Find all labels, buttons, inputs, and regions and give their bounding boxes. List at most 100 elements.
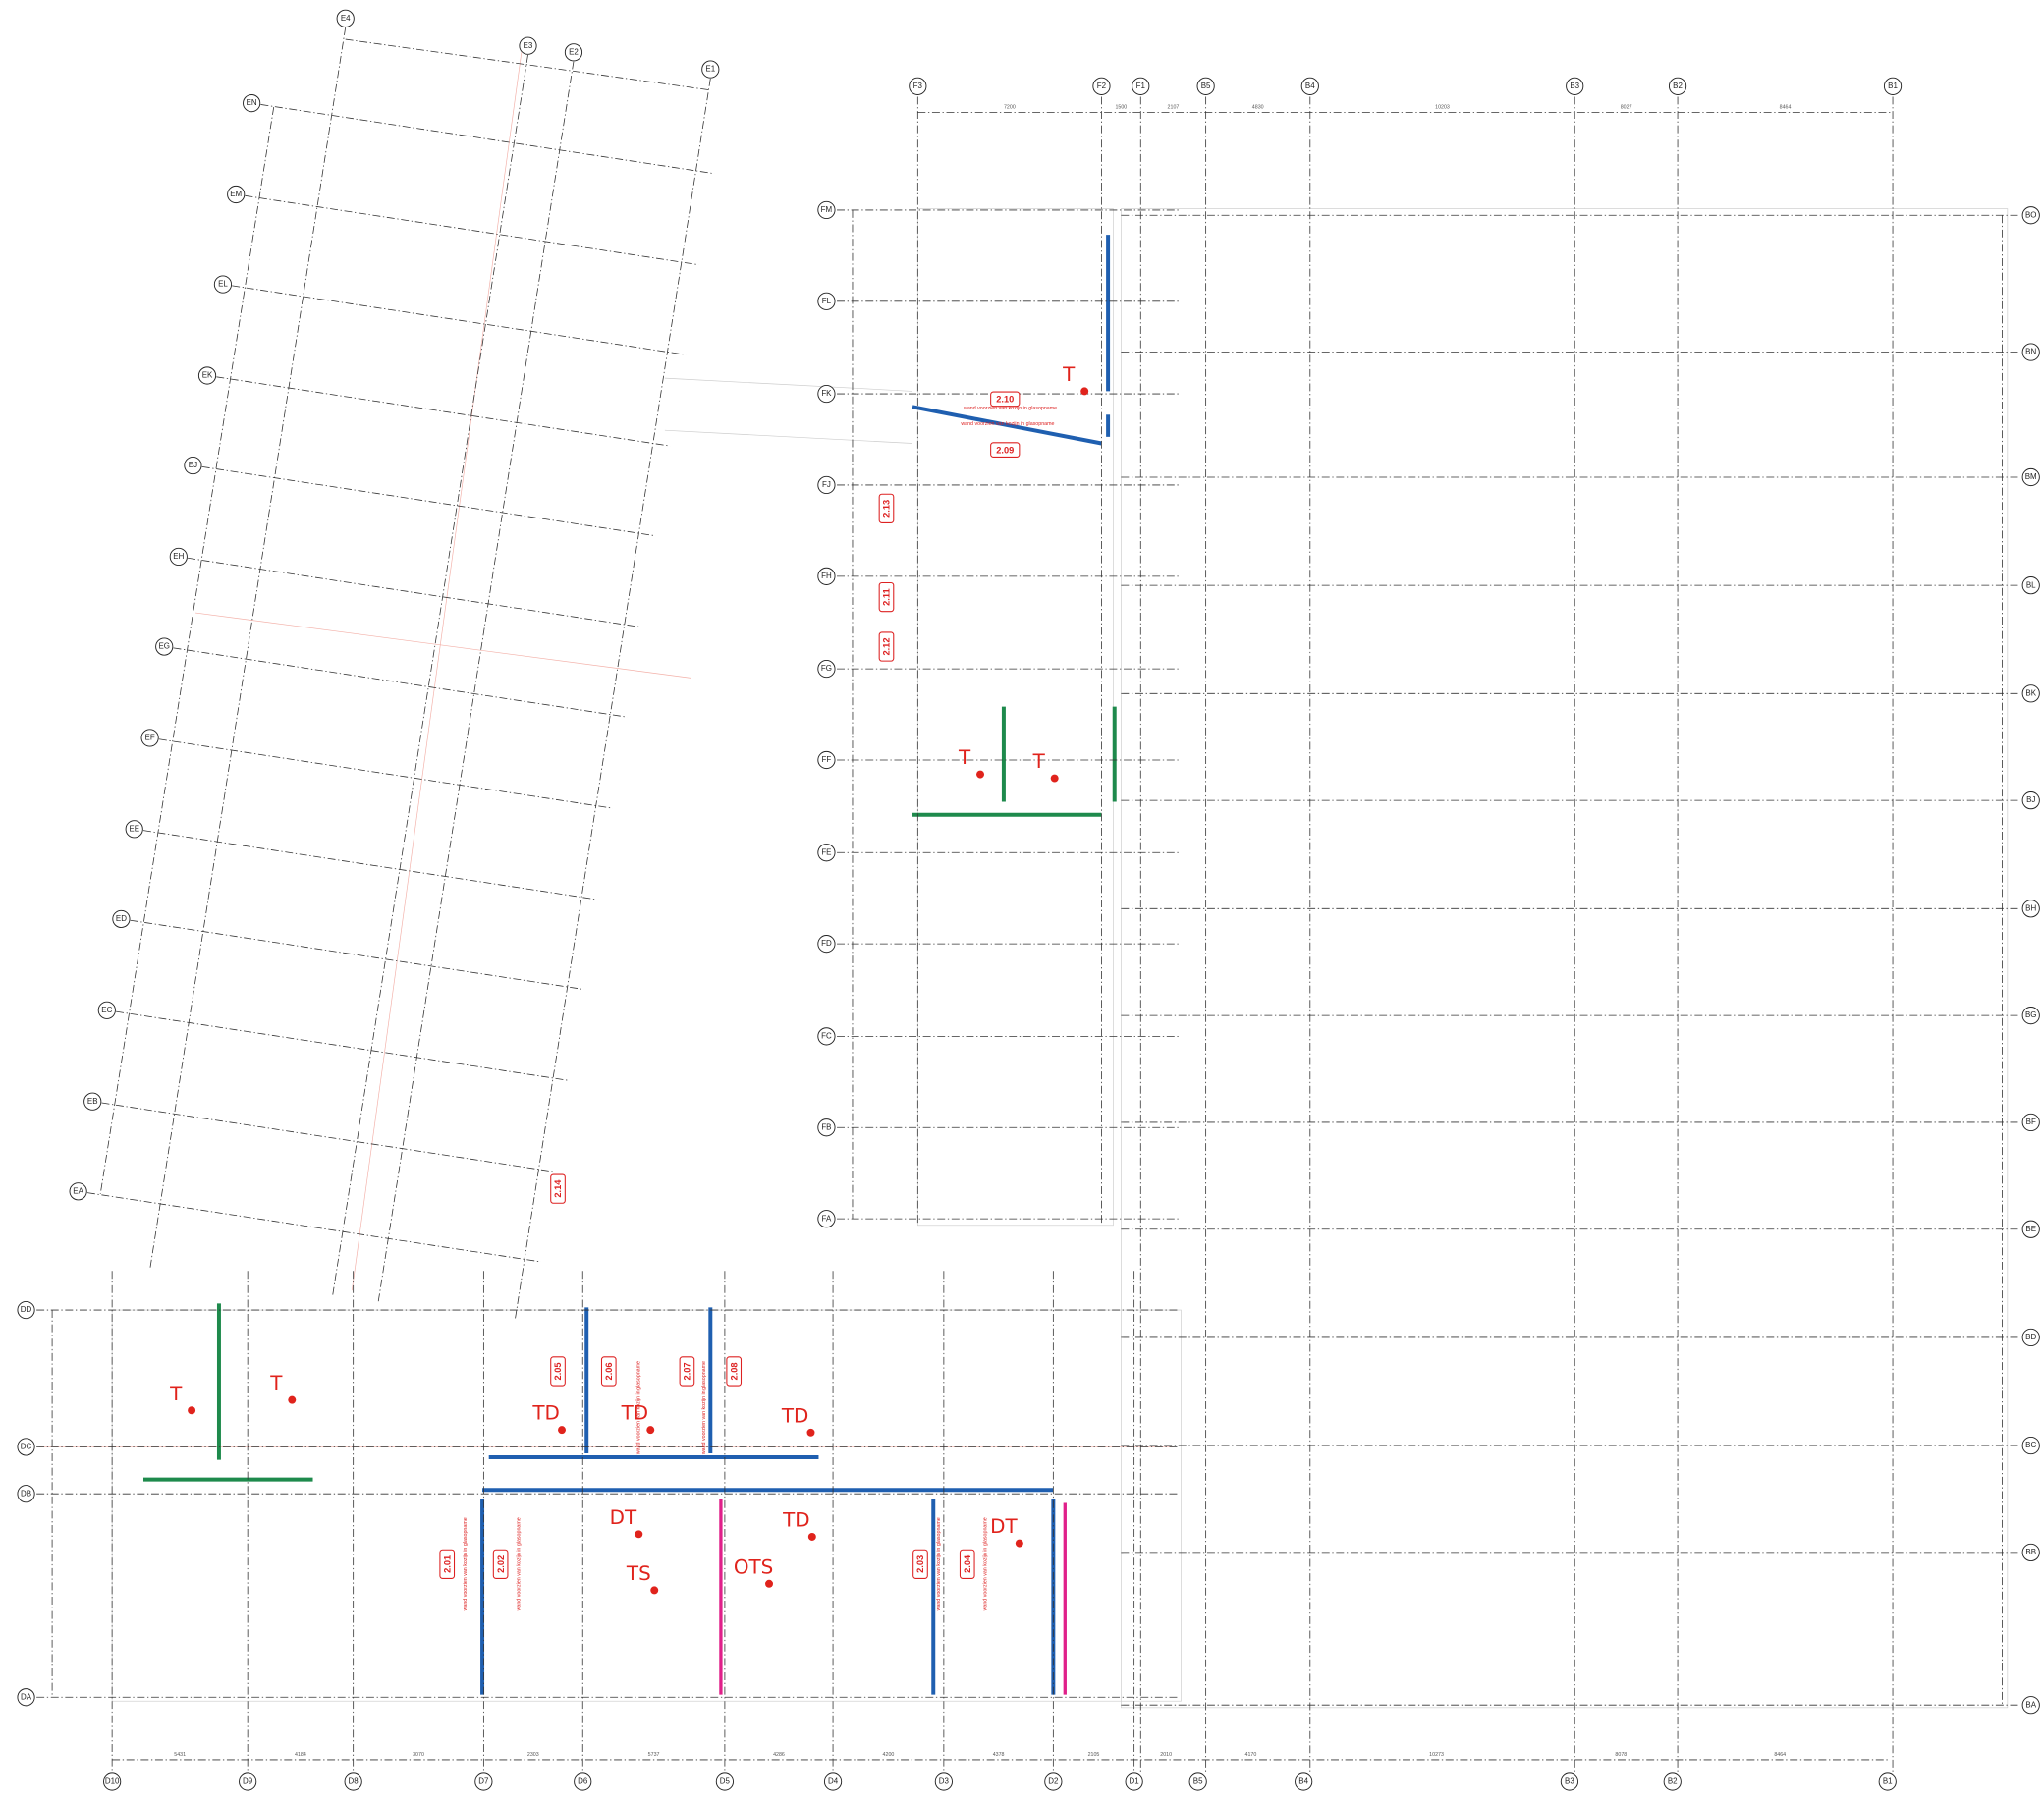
room-tag-box: [878, 631, 895, 662]
grid-label: FB: [821, 1122, 831, 1131]
wall-note: wand voorzien van kozijn in glasopname: [964, 406, 1057, 411]
walls: [142, 235, 1117, 1695]
grid-bubble: [243, 94, 261, 113]
handwritten-markup: T: [958, 746, 971, 769]
grid-bubble: [2021, 1436, 2040, 1455]
grid-bubble: [2021, 791, 2040, 810]
room-tag-box: [959, 1549, 975, 1579]
grid-bubble: [69, 1182, 87, 1201]
room-tag: 2.07: [679, 1356, 695, 1387]
wall-note: wand voorzien van kozijn in glasopname: [983, 1517, 989, 1610]
grid-bubble: [97, 1001, 116, 1019]
markup-dot: [650, 1586, 659, 1595]
grid-bubble: [197, 366, 217, 385]
handwritten-markup: DT: [990, 1515, 1018, 1538]
room-tag: 2.02: [492, 1549, 509, 1579]
handwritten-markup: T: [169, 1383, 183, 1405]
grid-bubble: [1300, 77, 1319, 95]
grid-bubble: [17, 1438, 35, 1456]
handwritten-markup: TS: [626, 1562, 651, 1585]
dimension: 4184: [295, 1752, 306, 1758]
markup-dot: [1015, 1539, 1023, 1548]
room-label: 2.04: [963, 1554, 972, 1573]
wall-note: wand voorzien van kozijn in glasopname: [636, 1361, 642, 1454]
room-tag-box: [439, 1549, 456, 1579]
handwritten-markup: TD: [621, 1402, 648, 1425]
grid-label: BJ: [2026, 795, 2035, 804]
grid-label: FE: [821, 847, 831, 856]
grid-bubble: [715, 1772, 734, 1791]
grid-label: BH: [2025, 903, 2036, 912]
grid-bubble: [1878, 1772, 1897, 1791]
grid-bubble: [336, 9, 355, 27]
grid-bubble: [574, 1772, 592, 1791]
grid-label: D3: [939, 1777, 950, 1786]
grid-line: [130, 919, 584, 990]
grid-label: FD: [821, 939, 832, 948]
grid-label: FK: [821, 389, 832, 398]
grid-bubble: [817, 935, 836, 954]
grid-bubble: [817, 1118, 836, 1137]
wall: [912, 405, 1102, 446]
room-tag-box: [550, 1173, 566, 1204]
grid-label: D7: [478, 1777, 489, 1786]
grid-bubble: [564, 43, 583, 62]
room-label: 2.06: [604, 1362, 614, 1380]
grid-label: B3: [1565, 1777, 1574, 1786]
wall-note: wand voorzien van kozijn in glasopname: [936, 1517, 942, 1610]
handwritten-markup: T: [1032, 750, 1046, 773]
grid-label: DD: [21, 1305, 32, 1314]
dimension: 2010: [1160, 1752, 1172, 1758]
markup-dot: [1080, 387, 1089, 396]
grid-label: BE: [2025, 1225, 2036, 1233]
grid-label: B3: [1570, 82, 1579, 90]
grid-label: BA: [2025, 1700, 2036, 1709]
grid-bubble: [2021, 684, 2040, 703]
room-label: 2.05: [553, 1362, 563, 1380]
grid-bubble: [2021, 1007, 2040, 1025]
grid-bubble: [1663, 1772, 1682, 1791]
dimension: 5431: [174, 1752, 186, 1758]
grid-bubble: [2021, 576, 2040, 595]
dimension: 8027: [1621, 104, 1632, 110]
grid-label: FM: [821, 205, 832, 214]
room-tag: 2.01: [439, 1549, 456, 1579]
grid-bubble: [817, 750, 836, 770]
grid-label: ED: [116, 914, 127, 923]
dimension: 1500: [1115, 104, 1127, 110]
markup-dot: [807, 1533, 816, 1541]
grid-line: [332, 54, 528, 1297]
grid-line: [86, 1192, 541, 1263]
grid-and-labels: E4 E3 E2 E1 EN EM EL EK EJ EH EG EF EE ED EC EB EA F3 F2 F1…: [17, 9, 2040, 1791]
grid-bubble: [169, 547, 188, 567]
handwritten-markup: TD: [782, 1509, 809, 1532]
grid-bubble: [817, 1210, 836, 1228]
grid-label: EA: [73, 1186, 83, 1195]
grid-bubble: [1092, 77, 1111, 95]
handwritten-markup: T: [269, 1372, 283, 1394]
dimension: 2107: [1168, 104, 1180, 110]
grid-bubble: [1044, 1772, 1063, 1791]
room-tag-box: [990, 442, 1021, 458]
room-tag: 2.08: [726, 1356, 743, 1387]
grid-bubble: [817, 475, 836, 495]
grid-bubble: [2021, 1328, 2040, 1347]
grid-label: B2: [1673, 82, 1683, 90]
wall-note: wand voorzien van kozijn in glasopname: [517, 1517, 523, 1610]
grid-line: [99, 107, 275, 1195]
markup-dot: [806, 1428, 815, 1437]
dimension: 4200: [883, 1752, 895, 1758]
room-tag-box: [878, 493, 895, 523]
grid-label: E3: [524, 41, 533, 50]
room-label: 2.07: [683, 1362, 692, 1380]
grid-line: [201, 465, 656, 537]
grid-bubble: [2021, 1113, 2040, 1132]
markup-dot: [976, 770, 985, 779]
grid-label: E2: [569, 47, 579, 56]
grid-bubble: [2021, 343, 2040, 361]
room-label: 2.09: [996, 445, 1014, 455]
handwritten-markup: TD: [531, 1402, 559, 1425]
grid-bubble: [817, 660, 836, 679]
grid-label: D2: [1048, 1777, 1059, 1786]
